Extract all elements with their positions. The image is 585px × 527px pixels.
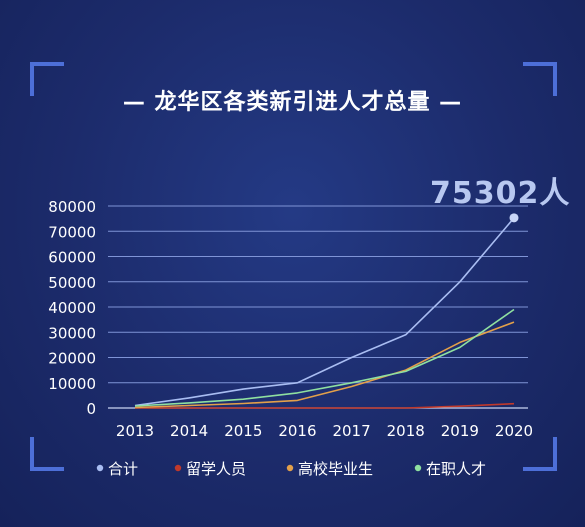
series-line-高校毕业生	[134, 321, 515, 409]
series-line-在职人才	[134, 308, 515, 407]
legend-swatch	[96, 464, 104, 472]
series-line-留学人员	[135, 402, 515, 409]
frame-corner-top-right	[523, 62, 557, 96]
y-tick-label: 0	[86, 400, 96, 418]
y-tick-label: 10000	[48, 375, 96, 393]
y-tick-label: 30000	[48, 324, 96, 342]
y-tick-label: 50000	[48, 274, 96, 292]
legend-swatch	[174, 464, 182, 472]
y-tick-label: 70000	[48, 223, 96, 241]
legend-label: 留学人员	[186, 460, 246, 478]
legend-label: 高校毕业生	[298, 460, 373, 478]
x-tick-label: 2014	[170, 422, 208, 440]
legend-label: 在职人才	[426, 460, 486, 478]
chart-title: — 龙华区各类新引进人才总量 —	[122, 90, 463, 115]
series-line-合计	[134, 217, 515, 407]
x-tick-label: 2017	[332, 422, 370, 440]
x-tick-label: 2016	[278, 422, 316, 440]
y-tick-label: 60000	[48, 249, 96, 267]
frame-corner-top-left	[30, 62, 64, 96]
y-tick-label: 40000	[48, 299, 96, 317]
x-tick-label: 2018	[387, 422, 425, 440]
total-annotation: 75302人	[430, 176, 571, 211]
x-tick-label: 2013	[116, 422, 154, 440]
frame-corner-bottom-left	[30, 437, 64, 471]
legend-swatch	[286, 464, 294, 472]
x-tick-label: 2020	[495, 422, 533, 440]
legend-label: 合计	[108, 460, 138, 478]
x-tick-label: 2015	[224, 422, 262, 440]
x-tick-label: 2019	[441, 422, 479, 440]
frame-corner-bottom-right	[523, 437, 557, 471]
y-tick-label: 80000	[48, 198, 96, 216]
total-marker-point	[509, 213, 519, 223]
y-tick-label: 20000	[48, 350, 96, 368]
legend-swatch	[414, 464, 422, 472]
